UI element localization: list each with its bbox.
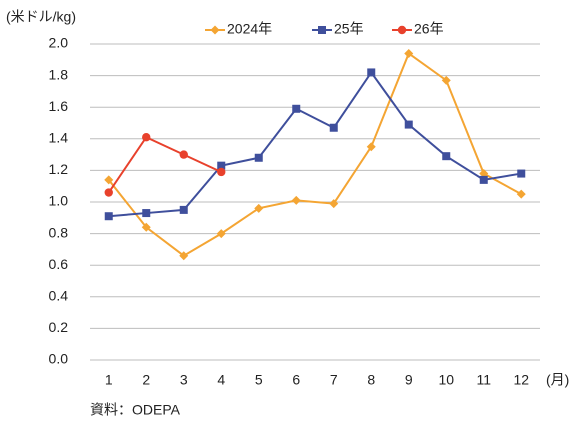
marker xyxy=(516,189,526,199)
marker xyxy=(329,199,339,209)
marker xyxy=(104,175,114,185)
y-tick-label: 1.8 xyxy=(49,66,69,82)
x-tick-label: 4 xyxy=(217,372,225,388)
marker xyxy=(404,120,413,129)
marker xyxy=(142,209,151,218)
marker xyxy=(217,161,226,170)
x-tick-label: 1 xyxy=(105,372,113,388)
x-tick-label: 2 xyxy=(142,372,150,388)
series-line xyxy=(108,70,522,218)
x-tick-label: 10 xyxy=(438,372,454,388)
y-tick-label: 1.6 xyxy=(49,98,69,114)
y-tick-label: 1.2 xyxy=(49,161,69,177)
x-tick-label: 8 xyxy=(367,372,375,388)
marker xyxy=(367,68,376,77)
marker xyxy=(366,142,376,152)
marker xyxy=(104,188,113,197)
x-axis-label: (月) xyxy=(546,372,569,388)
marker xyxy=(292,104,301,113)
source-note: 資料：ODEPA xyxy=(90,402,181,418)
series-line xyxy=(107,51,522,257)
marker xyxy=(318,26,326,34)
marker xyxy=(179,205,188,214)
legend-label: 25年 xyxy=(334,21,364,37)
marker xyxy=(179,251,189,261)
marker xyxy=(291,195,301,205)
marker xyxy=(441,75,451,85)
marker xyxy=(142,133,151,142)
marker xyxy=(479,169,489,179)
x-tick-label: 9 xyxy=(405,372,413,388)
marker xyxy=(104,212,113,221)
marker xyxy=(397,25,407,35)
y-tick-label: 2.0 xyxy=(49,35,69,51)
marker xyxy=(517,169,526,178)
x-tick-label: 6 xyxy=(292,372,300,388)
x-tick-label: 7 xyxy=(330,372,338,388)
marker xyxy=(179,150,188,159)
y-axis-label: (米ドル/kg) xyxy=(6,9,76,25)
marker xyxy=(254,153,263,162)
x-tick-label: 5 xyxy=(255,372,263,388)
marker xyxy=(210,25,220,35)
marker xyxy=(254,203,264,213)
marker xyxy=(442,152,451,161)
y-tick-label: 0.4 xyxy=(49,288,69,304)
marker xyxy=(216,229,226,239)
y-tick-label: 1.4 xyxy=(49,130,69,146)
y-tick-label: 0.2 xyxy=(49,319,69,335)
y-tick-label: 0.6 xyxy=(49,256,69,272)
marker xyxy=(404,48,414,58)
x-tick-label: 11 xyxy=(476,372,491,388)
marker xyxy=(479,175,488,184)
marker xyxy=(329,123,338,132)
marker xyxy=(141,222,151,232)
legend-label: 2024年 xyxy=(227,21,272,37)
x-tick-label: 12 xyxy=(513,372,529,388)
marker xyxy=(217,167,226,177)
series-line xyxy=(107,135,222,194)
y-tick-label: 1.0 xyxy=(49,193,69,209)
y-tick-label: 0.0 xyxy=(49,351,69,367)
x-tick-label: 3 xyxy=(180,372,188,388)
legend-label: 26年 xyxy=(414,21,444,37)
y-tick-label: 0.8 xyxy=(49,224,69,240)
